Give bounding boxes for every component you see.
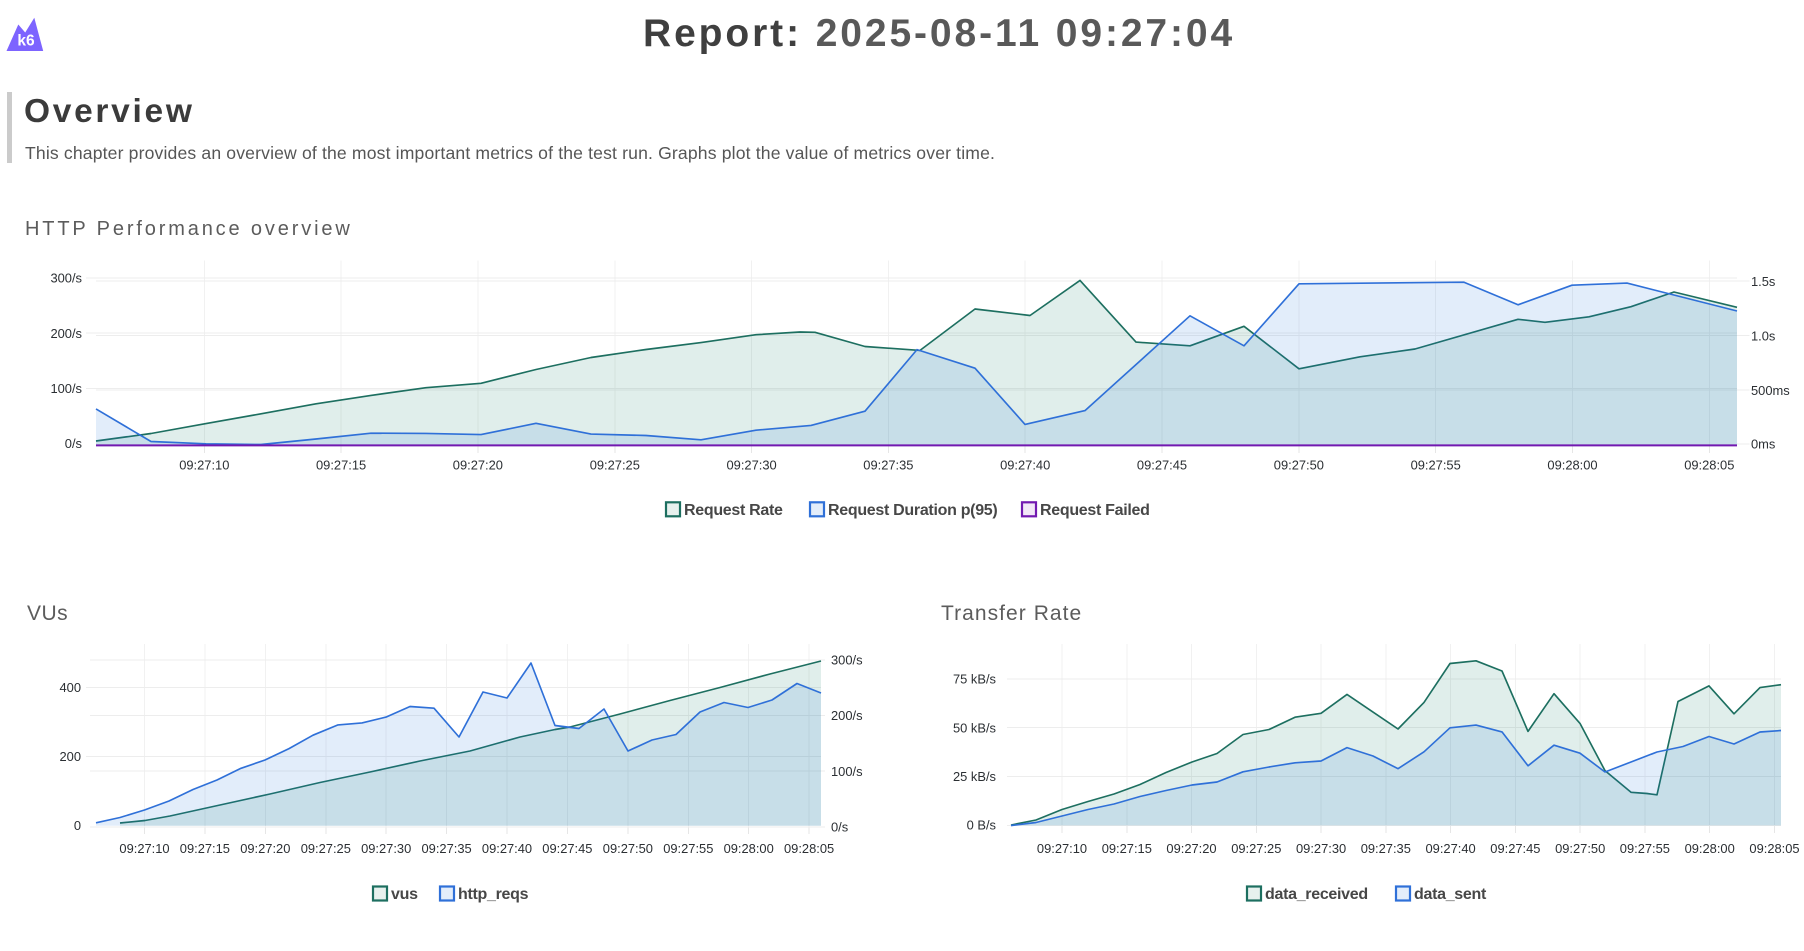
svg-text:09:27:25: 09:27:25 bbox=[301, 841, 351, 856]
svg-text:09:27:30: 09:27:30 bbox=[1296, 841, 1346, 856]
svg-text:09:27:10: 09:27:10 bbox=[1037, 841, 1087, 856]
svg-text:09:27:20: 09:27:20 bbox=[1166, 841, 1216, 856]
svg-text:Request Failed: Request Failed bbox=[1040, 502, 1150, 519]
svg-text:09:27:50: 09:27:50 bbox=[1555, 841, 1605, 856]
svg-text:09:27:50: 09:27:50 bbox=[603, 841, 653, 856]
svg-text:100/s: 100/s bbox=[831, 764, 863, 779]
svg-text:09:27:30: 09:27:30 bbox=[361, 841, 411, 856]
svg-text:Request Duration p(95): Request Duration p(95) bbox=[828, 502, 997, 519]
svg-text:09:27:30: 09:27:30 bbox=[727, 457, 777, 472]
svg-text:09:27:10: 09:27:10 bbox=[179, 457, 229, 472]
svg-text:09:28:00: 09:28:00 bbox=[724, 841, 774, 856]
svg-text:09:27:40: 09:27:40 bbox=[1426, 841, 1476, 856]
svg-text:09:27:35: 09:27:35 bbox=[422, 841, 472, 856]
svg-text:k6: k6 bbox=[17, 33, 35, 50]
svg-text:100/s: 100/s bbox=[50, 381, 82, 396]
svg-text:09:27:55: 09:27:55 bbox=[1620, 841, 1670, 856]
svg-text:09:27:20: 09:27:20 bbox=[453, 457, 503, 472]
svg-text:09:28:00: 09:28:00 bbox=[1547, 457, 1597, 472]
svg-text:09:27:15: 09:27:15 bbox=[316, 457, 366, 472]
svg-text:0 B/s: 0 B/s bbox=[967, 818, 996, 833]
svg-text:1.5s: 1.5s bbox=[1751, 274, 1775, 289]
svg-text:400: 400 bbox=[59, 680, 81, 695]
svg-text:300/s: 300/s bbox=[50, 271, 82, 286]
svg-text:09:27:25: 09:27:25 bbox=[1231, 841, 1281, 856]
svg-text:09:28:05: 09:28:05 bbox=[1684, 457, 1734, 472]
svg-text:0/s: 0/s bbox=[65, 436, 82, 451]
svg-text:09:27:45: 09:27:45 bbox=[1137, 457, 1187, 472]
svg-text:09:28:00: 09:28:00 bbox=[1685, 841, 1735, 856]
svg-text:75 kB/s: 75 kB/s bbox=[953, 672, 996, 687]
svg-text:0: 0 bbox=[74, 818, 81, 833]
svg-text:09:27:40: 09:27:40 bbox=[1000, 457, 1050, 472]
svg-text:09:28:05: 09:28:05 bbox=[1749, 841, 1799, 856]
svg-text:25 kB/s: 25 kB/s bbox=[953, 769, 996, 784]
svg-text:200/s: 200/s bbox=[50, 326, 82, 341]
svg-text:09:27:50: 09:27:50 bbox=[1274, 457, 1324, 472]
svg-text:Request Rate: Request Rate bbox=[684, 502, 783, 519]
svg-text:200/s: 200/s bbox=[831, 708, 863, 723]
svg-text:09:27:10: 09:27:10 bbox=[119, 841, 169, 856]
svg-text:09:27:15: 09:27:15 bbox=[1102, 841, 1152, 856]
svg-text:500ms: 500ms bbox=[1751, 383, 1790, 398]
svg-text:vus: vus bbox=[391, 886, 418, 903]
svg-text:0ms: 0ms bbox=[1751, 437, 1775, 452]
svg-text:data_sent: data_sent bbox=[1414, 886, 1487, 903]
svg-text:09:27:15: 09:27:15 bbox=[180, 841, 230, 856]
svg-text:09:27:35: 09:27:35 bbox=[863, 457, 913, 472]
svg-text:http_reqs: http_reqs bbox=[458, 886, 529, 903]
svg-text:09:28:05: 09:28:05 bbox=[784, 841, 834, 856]
svg-text:50 kB/s: 50 kB/s bbox=[953, 720, 996, 735]
svg-text:09:27:25: 09:27:25 bbox=[590, 457, 640, 472]
svg-text:09:27:40: 09:27:40 bbox=[482, 841, 532, 856]
svg-text:09:27:20: 09:27:20 bbox=[240, 841, 290, 856]
svg-text:300/s: 300/s bbox=[831, 653, 863, 668]
svg-text:0/s: 0/s bbox=[831, 820, 848, 835]
svg-text:09:27:45: 09:27:45 bbox=[1490, 841, 1540, 856]
svg-text:09:27:55: 09:27:55 bbox=[663, 841, 713, 856]
svg-text:200: 200 bbox=[59, 749, 81, 764]
svg-text:09:27:55: 09:27:55 bbox=[1411, 457, 1461, 472]
svg-text:1.0s: 1.0s bbox=[1751, 329, 1775, 344]
svg-text:data_received: data_received bbox=[1265, 886, 1368, 903]
svg-text:09:27:45: 09:27:45 bbox=[542, 841, 592, 856]
svg-text:09:27:35: 09:27:35 bbox=[1361, 841, 1411, 856]
